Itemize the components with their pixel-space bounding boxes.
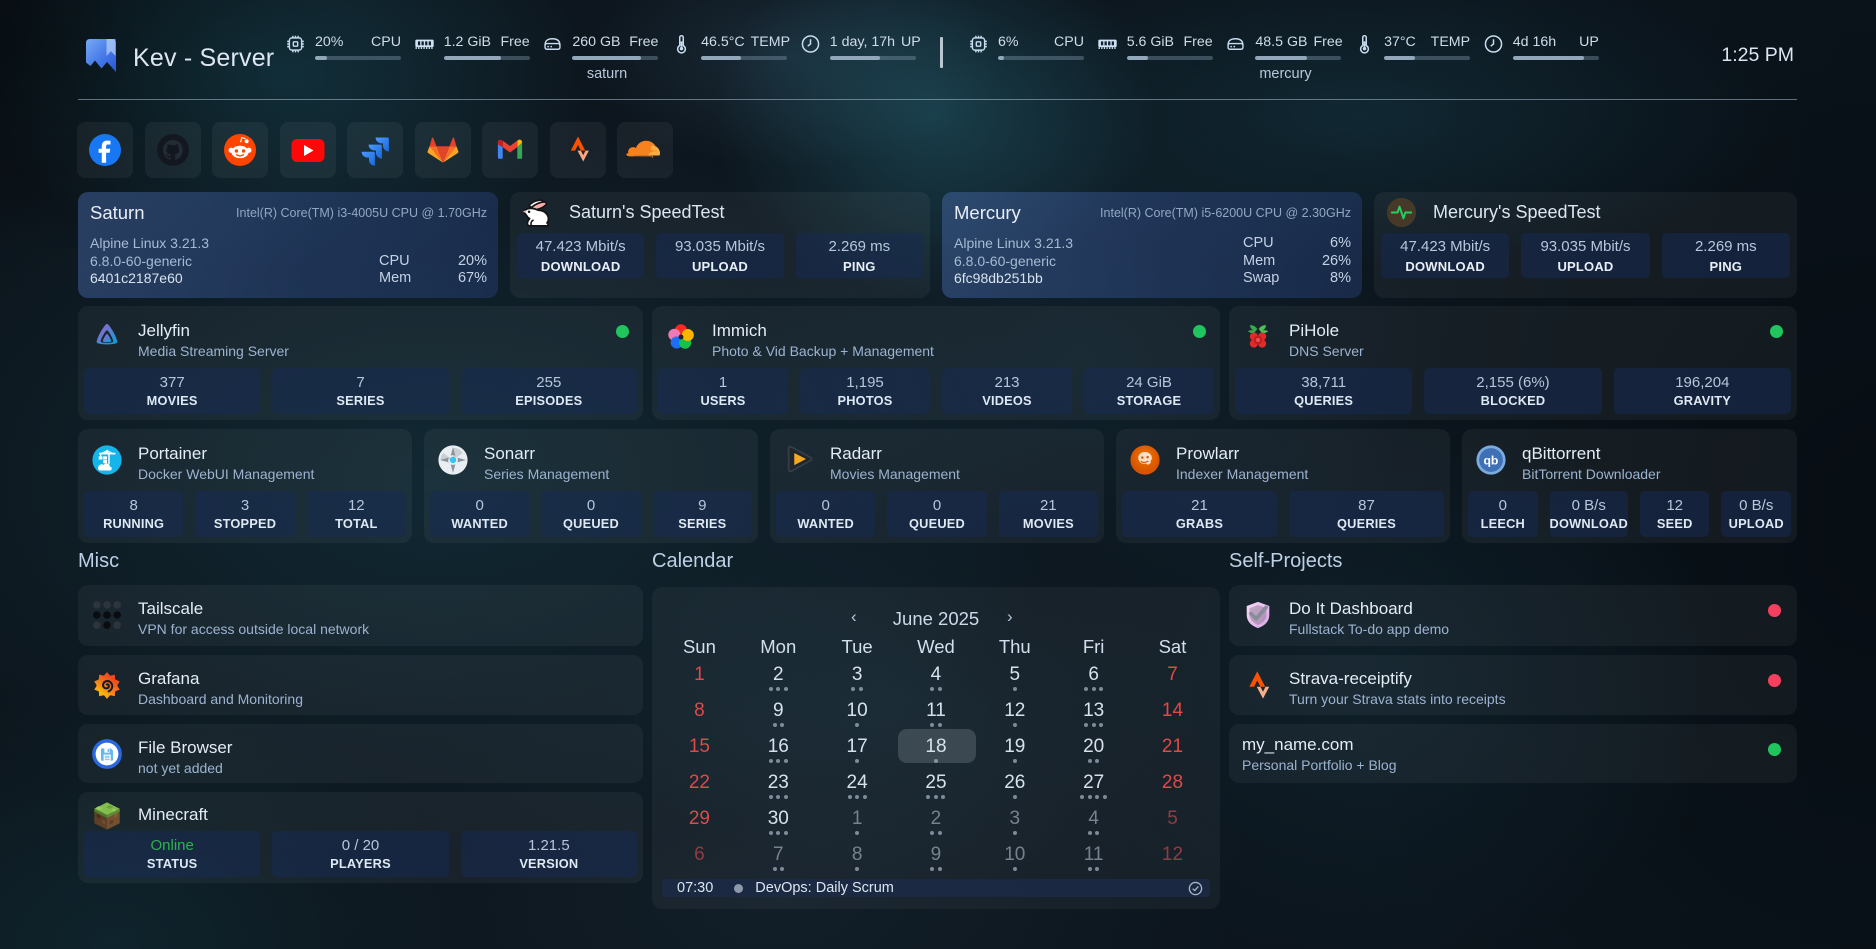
svg-text:qb: qb (1483, 454, 1498, 468)
